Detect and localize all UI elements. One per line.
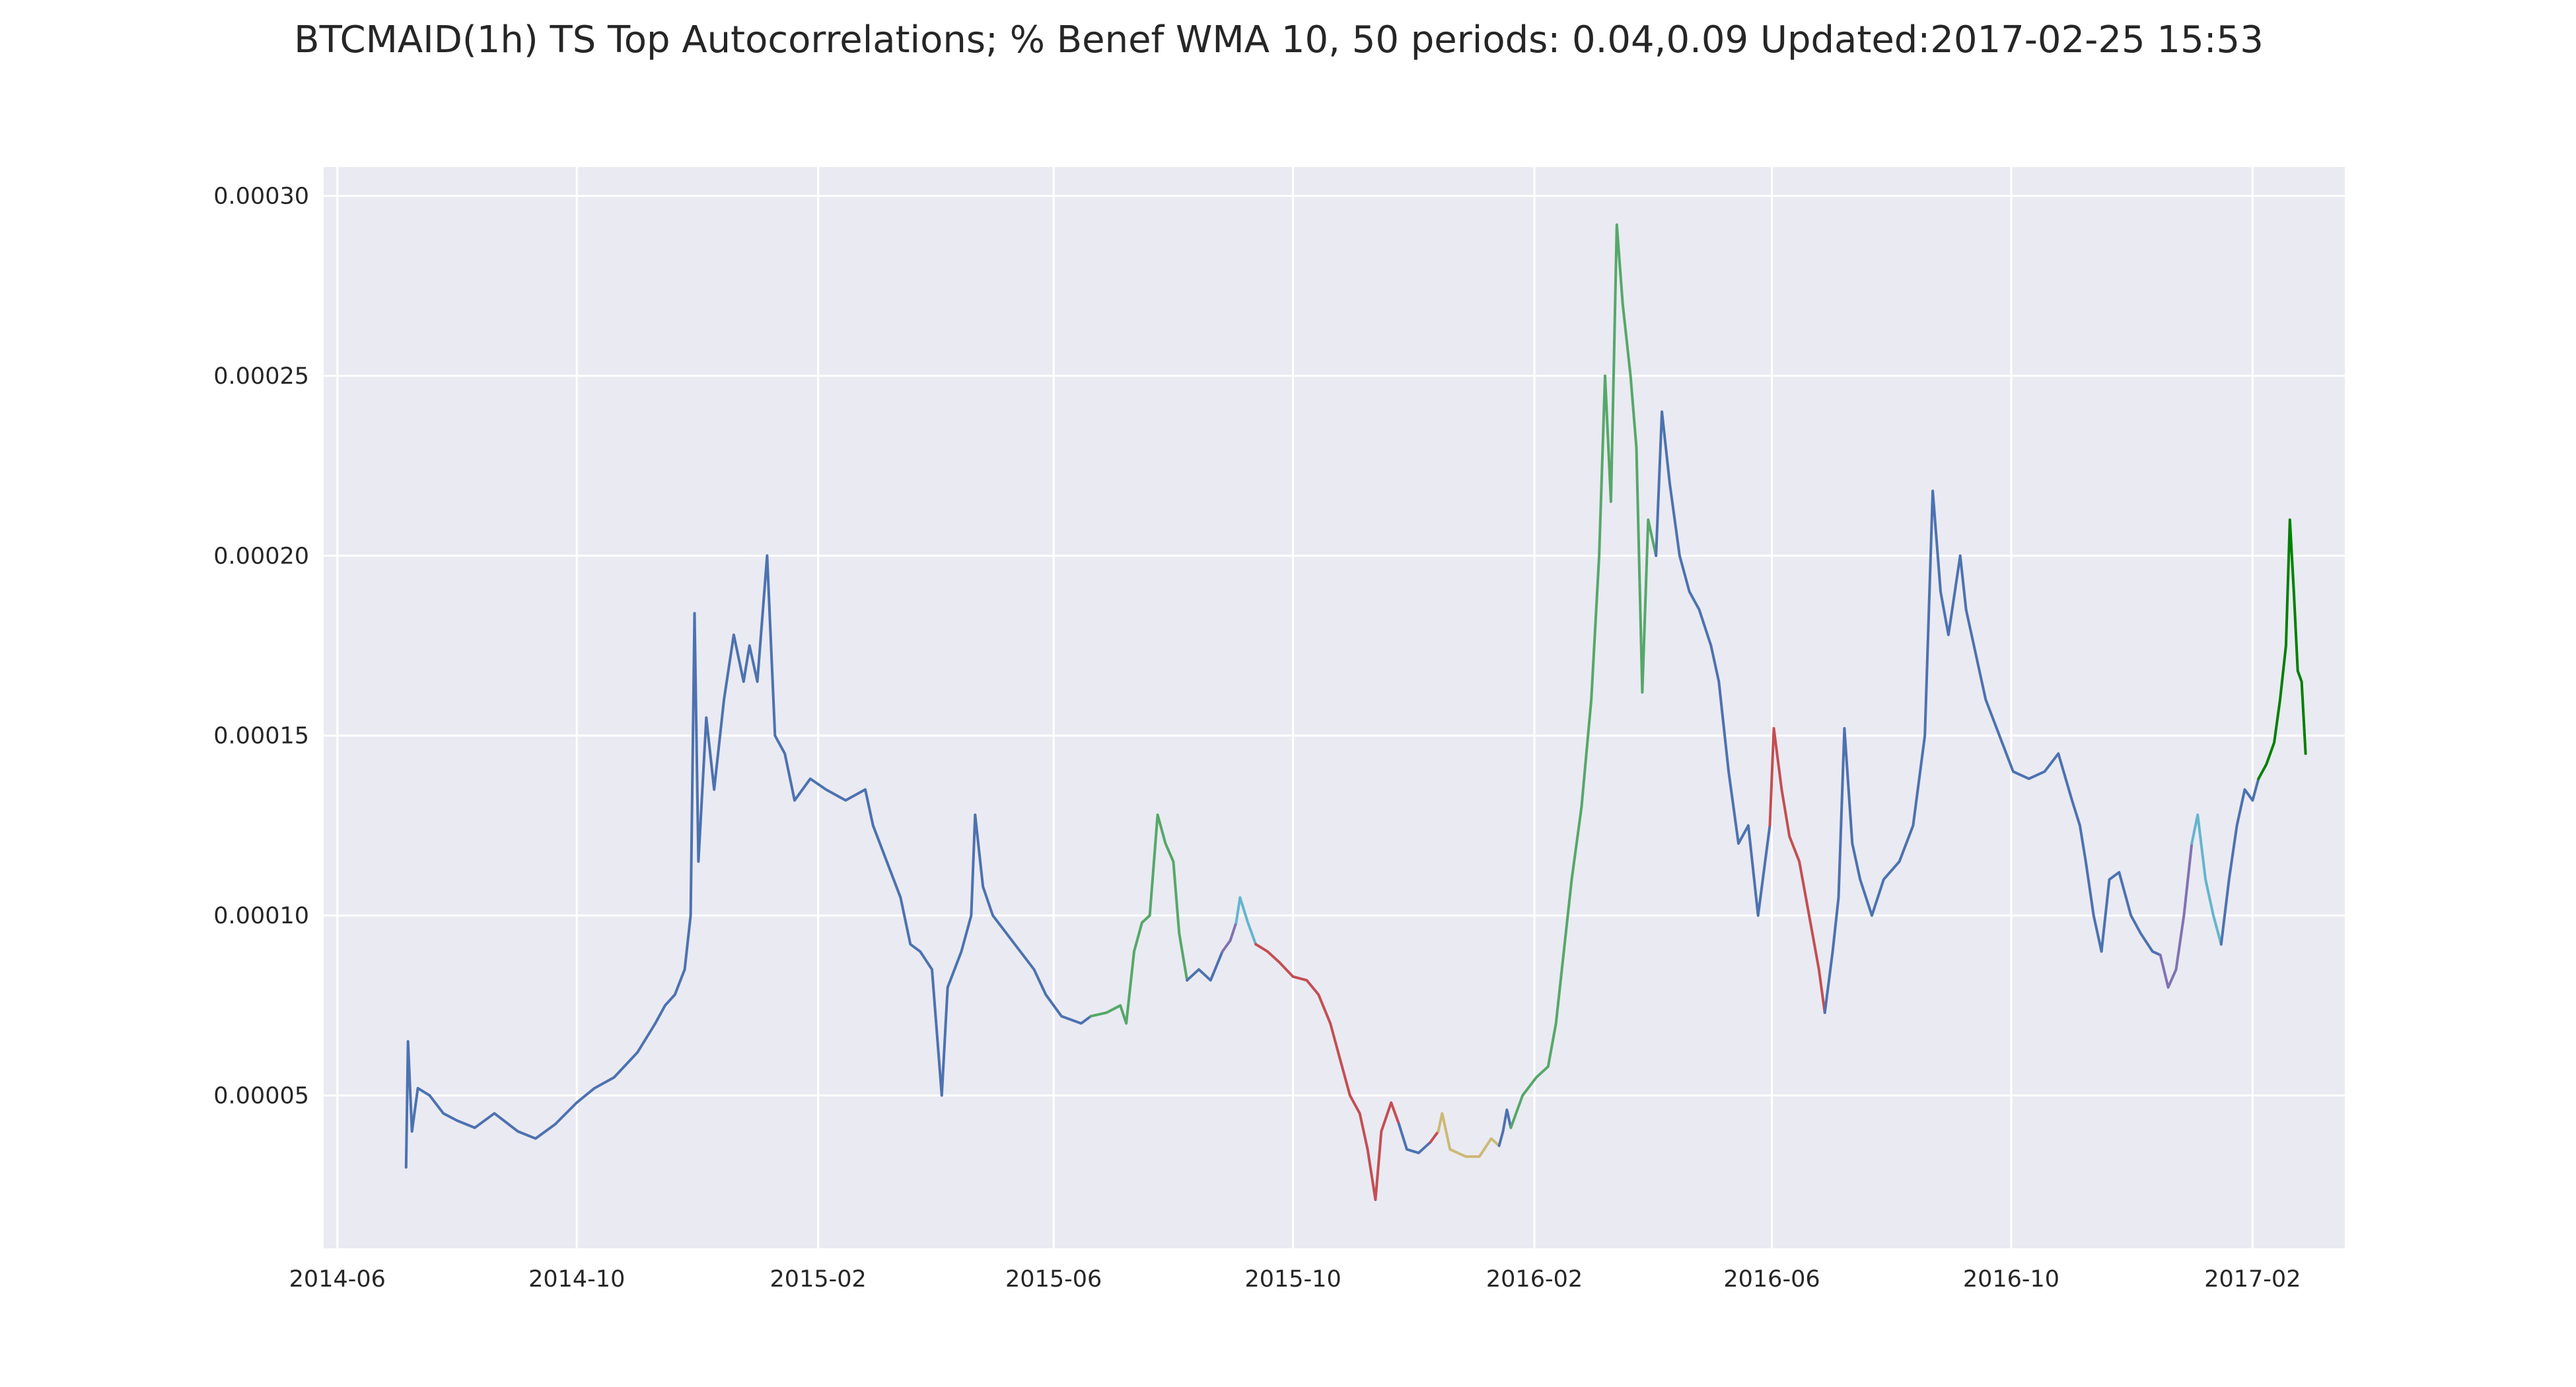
series-group <box>404 223 2307 1201</box>
series-line-segment <box>1398 1123 1432 1155</box>
x-tick-label: 2015-10 <box>1244 1266 1341 1293</box>
series-line-segment <box>1768 727 1826 1014</box>
y-tick-label: 0.00015 <box>213 723 309 750</box>
series-line-segment <box>2219 777 2260 946</box>
series-line-segment <box>2159 842 2194 989</box>
series-line-segment <box>1186 950 1224 982</box>
x-tick-label: 2016-10 <box>1963 1266 2059 1293</box>
x-axis-ticks: 2014-06 2014-10 2015-02 2015-06 2015-10 2016-… <box>289 1266 2301 1293</box>
series-line-segment <box>1254 942 1400 1201</box>
y-tick-label: 0.00010 <box>213 903 309 929</box>
series-line-segment <box>1429 1130 1440 1144</box>
plot-area <box>324 167 2345 1248</box>
series-line-segment <box>404 554 1092 1169</box>
chart-title: BTCMAID(1h) TS Top Autocorrelations; % B… <box>294 18 2264 61</box>
x-tick-label: 2014-06 <box>289 1266 386 1293</box>
x-tick-label: 2017-02 <box>2204 1266 2301 1293</box>
series-line-segment <box>1497 1108 1513 1147</box>
x-tick-label: 2014-10 <box>528 1266 625 1293</box>
series-line-segment <box>1509 223 1658 1129</box>
y-axis-ticks: 0.00005 0.00010 0.00015 0.00020 0.00025 0.000… <box>213 184 309 1110</box>
series-line-segment <box>2257 518 2307 781</box>
x-tick-label: 2015-02 <box>770 1266 867 1293</box>
gridlines <box>324 167 2345 1248</box>
series-line-segment <box>1655 410 1771 917</box>
series-line-segment <box>1089 813 1189 1025</box>
series-line-segment <box>2190 813 2223 946</box>
x-tick-label: 2015-06 <box>1005 1266 1102 1293</box>
x-tick-label: 2016-06 <box>1723 1266 1820 1293</box>
series-line-segment <box>1823 489 2162 1014</box>
x-tick-label: 2016-02 <box>1486 1266 1583 1293</box>
y-tick-label: 0.00020 <box>213 543 309 569</box>
series-line-segment <box>1437 1112 1501 1158</box>
y-tick-label: 0.00005 <box>213 1083 309 1109</box>
y-tick-label: 0.00030 <box>213 184 309 210</box>
series-line-segment <box>1221 921 1238 953</box>
y-tick-label: 0.00025 <box>213 363 309 390</box>
series-line-segment <box>1234 896 1258 946</box>
